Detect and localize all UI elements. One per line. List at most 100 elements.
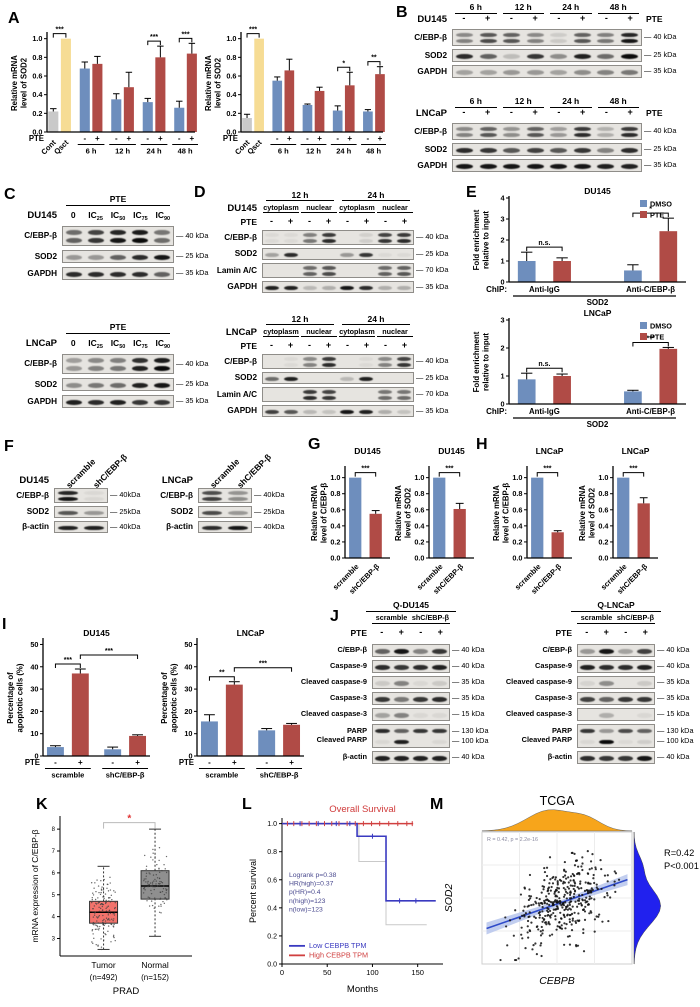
kda-value: — 25 kDa: [644, 144, 677, 154]
blot-band: [302, 357, 317, 361]
blot-box: [372, 676, 450, 689]
blot-band: [620, 70, 638, 75]
pte-sign: +: [347, 134, 352, 143]
blot-band: [131, 255, 149, 260]
blot-band: [597, 133, 615, 138]
blot-band: [377, 272, 392, 276]
blot-band: [618, 728, 633, 734]
panel-label-g: G: [308, 436, 321, 453]
protein-label: β-actin: [152, 521, 193, 533]
kda-value: — 35 kDa: [644, 66, 677, 76]
blot-header: PTE LNCaP 0 IC25 IC50 IC75 IC90: [8, 322, 214, 354]
blot-row: C/EBP-β — 40 kDa: [8, 354, 214, 374]
blot-band: [550, 164, 568, 169]
blot-row: SOD2 — 25 kDa: [8, 250, 214, 263]
bar: [369, 513, 382, 558]
blot-band: [321, 272, 336, 276]
protein-label: GAPDH: [8, 395, 57, 408]
y-axis-label: Relative mRNA: [10, 55, 19, 111]
blot-band: [550, 70, 568, 75]
blot-band: [109, 383, 127, 388]
correlation-annotation: R = 0.42, p = 2.2e-16: [487, 837, 538, 843]
y-tick-label: 0.0: [267, 962, 277, 969]
kda-value: — 40 kDa: [657, 752, 690, 762]
blot-wrap: Q-DU145 scramble shC/EBP-β PTE - + - + C/EBP-β — …: [300, 600, 496, 764]
kda-label: — 35 kDa: [644, 159, 676, 172]
blot-band: [394, 697, 409, 702]
chart-title: DU145: [584, 186, 611, 196]
kda-label: — 25 kDa: [644, 143, 676, 156]
protein-label: PARP Cleaved PARP: [505, 724, 572, 748]
blot-band: [377, 363, 392, 367]
panel-label-m: M: [430, 796, 444, 813]
protein-name: SOD2: [424, 144, 447, 154]
blot-wrap: PTE DU145 0 IC25 IC50 IC75 IC90 C/EBP-β — 40 kDa…: [8, 194, 214, 280]
H2-svg: *** 0.0 0.2 0.4 0.6 0.8 1.0 Relative mRNA level …: [578, 446, 658, 596]
blot-band: [109, 230, 127, 235]
y-tick-label: 4: [500, 194, 505, 203]
kda-value: — 40 kDa: [644, 32, 677, 42]
kda-label: — 40kDa: [254, 521, 284, 533]
pte-sign: -: [462, 13, 466, 23]
blot-row: PARP Cleaved PARP — 130 kDa — 100 kDa: [505, 724, 700, 748]
dose-label: IC75: [127, 210, 153, 222]
blot-band: [65, 400, 83, 405]
protein-label: C/EBP-β: [8, 354, 57, 374]
blot-band: [599, 713, 614, 718]
y-tick-label: 1.0: [512, 473, 522, 482]
bar: [129, 735, 147, 756]
blot-band: [377, 252, 392, 258]
kda-value: — 35 kDa: [644, 160, 677, 170]
kda-label: — 35 kDa: [176, 395, 208, 408]
blot-band: [375, 649, 390, 654]
bar: [254, 38, 264, 132]
y-axis-label: apoptotic cells (%): [16, 663, 25, 732]
blot-band: [413, 681, 428, 686]
panel-label-a: A: [8, 10, 20, 27]
y-axis-label: level of SOD2: [214, 57, 223, 108]
protein-label: SOD2: [8, 250, 57, 263]
stats-line: HR(high)=0.37: [289, 881, 334, 888]
blot-band: [503, 126, 521, 131]
blot-row: C/EBP-β — 40 kDa: [200, 354, 456, 369]
dose-label: IC90: [150, 338, 176, 350]
blot-band: [284, 409, 299, 415]
blot-band: [479, 70, 497, 75]
cell-line-label: LNCaP: [161, 475, 193, 486]
significance-label: ***: [259, 661, 267, 668]
protein-name: C/EBP-β: [224, 356, 257, 366]
y-tick-label: 0.8: [226, 53, 236, 62]
westernblot-lncap-fractionation: 12 h 24 h cytoplasm nuclear cytoplasm nuclear…: [200, 314, 456, 420]
dose-main: IC: [110, 338, 120, 348]
blot-band: [109, 400, 127, 405]
pte-sign: -: [384, 215, 387, 226]
blot-row: Cleaved caspase-9 — 35 kDa: [505, 676, 700, 689]
chart-title: Overall Survival: [329, 804, 396, 815]
x-axis-label: PRAD: [113, 986, 140, 997]
blot-band: [620, 32, 638, 37]
kda-value: — 40 kDa: [452, 645, 485, 655]
panel-label-c: C: [4, 186, 16, 203]
box-category-label: Normal: [141, 960, 169, 970]
blot-band: [526, 126, 544, 131]
blot-band: [153, 383, 171, 388]
blot-band: [302, 396, 317, 400]
group-label: 24 h: [147, 147, 162, 156]
kda-label: — 35 kDa: [416, 281, 448, 293]
blot-box: [262, 263, 414, 278]
blot-band: [359, 376, 374, 382]
blot-band: [394, 756, 409, 761]
y-axis-label: Fold enrichment: [472, 209, 481, 270]
y-tick-label: 0.0: [226, 128, 236, 137]
westernblot-q-du145-apoptosis: Q-DU145 scramble shC/EBP-β PTE - + - + C/EBP-β — …: [300, 600, 496, 767]
kda-label: — 15 kDa: [452, 708, 484, 721]
chart-title: LNCaP: [536, 446, 564, 456]
blot-band: [321, 409, 336, 415]
blot-band: [599, 756, 614, 761]
blot-band: [109, 366, 127, 371]
y-tick-label: 0.2: [512, 537, 522, 546]
blot-band: [396, 266, 411, 270]
protein-name: Cleaved PARP: [521, 735, 572, 744]
y-tick-label: 0.2: [330, 537, 340, 546]
